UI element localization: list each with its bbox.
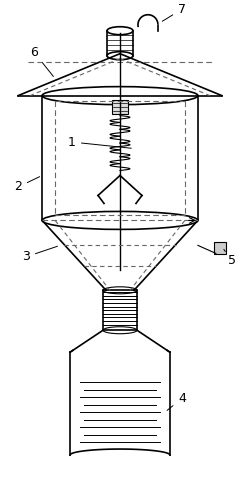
Bar: [214, 242, 226, 254]
Bar: [112, 100, 128, 114]
Text: 7: 7: [162, 3, 186, 21]
Text: 6: 6: [30, 46, 53, 76]
Text: 4: 4: [167, 392, 186, 410]
Text: 3: 3: [22, 246, 57, 264]
Text: 1: 1: [68, 135, 131, 148]
Text: 2: 2: [14, 177, 40, 193]
Text: 5: 5: [224, 250, 236, 267]
Bar: [103, 290, 137, 330]
